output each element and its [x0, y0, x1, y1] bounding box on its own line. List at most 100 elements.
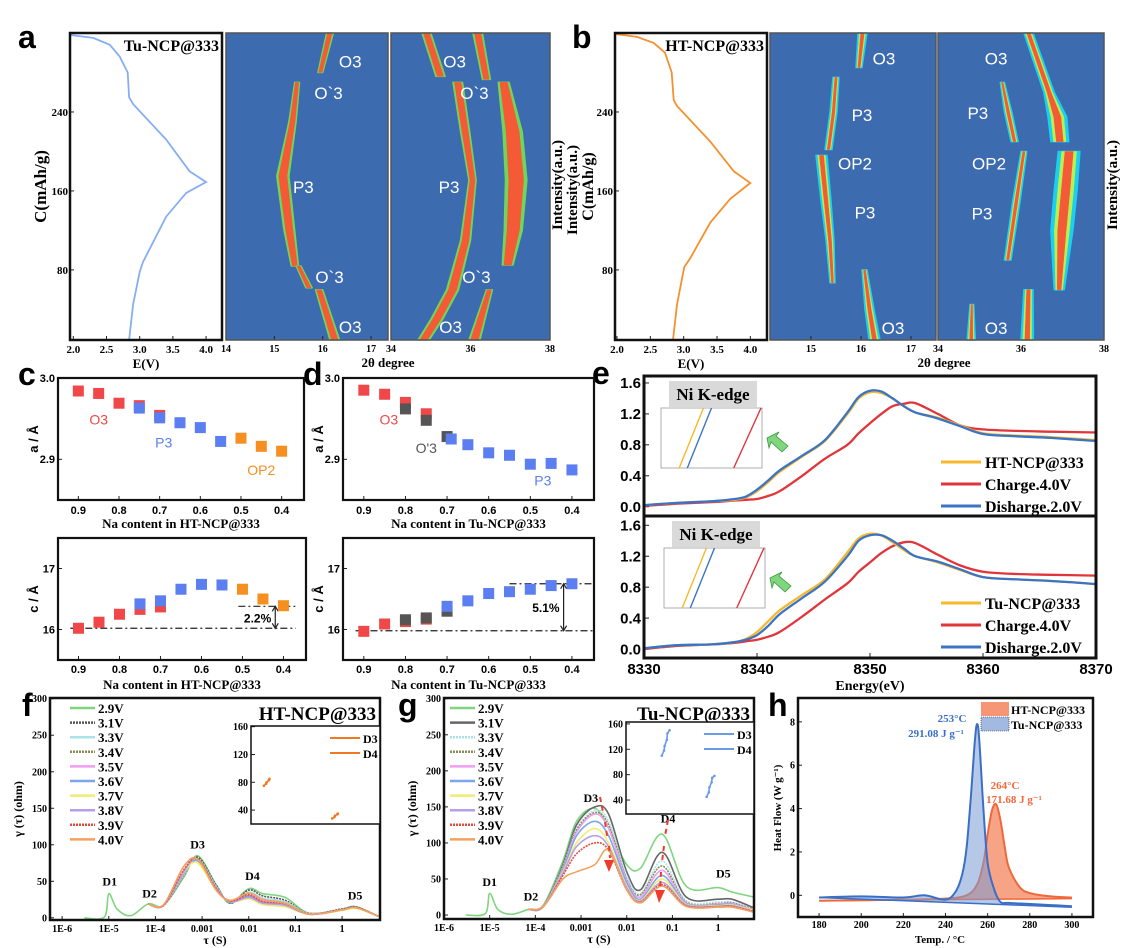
x-tick-label: 0.6	[193, 505, 208, 517]
legend-label: 3.4V	[98, 745, 124, 760]
peak-label: D1	[102, 875, 117, 889]
phase-label: O3	[379, 412, 398, 428]
drt-curve-3.1V	[528, 804, 754, 912]
dsc-area-Tu-NCP@333	[819, 724, 1072, 908]
plot-b-voltage: 2.0 2.5 3.0 3.5 4.0 80 160 240 HT-NCP@333 E(V) C(m…	[565, 31, 769, 371]
y-tick-label: 80	[238, 778, 248, 789]
phase-label: OP2	[247, 462, 275, 478]
data-point-O3	[379, 388, 391, 400]
legend-swatch	[980, 716, 1010, 732]
inset-curve	[736, 547, 765, 609]
plot-frame	[68, 31, 224, 342]
y-tick-label: 17	[43, 563, 55, 575]
data-point-P3	[545, 457, 557, 469]
x-tick-label: 1E-5	[480, 923, 500, 934]
phase-label: O`3	[314, 84, 342, 103]
inset-point	[662, 749, 666, 752]
plot-c-c: 0.9 0.8 0.7 0.6 0.5 0.4 16 17 2.2% Na content in …	[26, 536, 308, 692]
arrowhead	[604, 860, 614, 872]
x-tick-label: 200	[854, 920, 869, 931]
x-tick-label: 0.8	[398, 664, 413, 676]
x-tick-label: 15	[269, 344, 279, 355]
arrowhead	[655, 890, 665, 903]
drt-curve-2.9V	[84, 854, 379, 920]
y-tick-label: 50	[431, 874, 441, 885]
legend-label: Tu-NCP@333	[1011, 718, 1082, 732]
plot-b-xrd-2: 34 36 38 O3 P3 OP2 P3 O3 2θ degree Intensity(a.u.…	[917, 32, 1121, 370]
panel-letter-f: f	[22, 687, 33, 723]
x-tick-label: 8360	[966, 661, 999, 678]
y-axis-label: a / Å	[26, 425, 41, 453]
phase-label: O3	[985, 319, 1008, 338]
y-tick-label: 8	[790, 717, 795, 728]
inset-point	[262, 784, 266, 788]
y-axis-label: γ (τ) (ohm)	[11, 781, 25, 838]
drt-curve-4.0V	[147, 857, 379, 918]
diffraction-band	[1026, 32, 1064, 142]
data-point-OP2	[235, 432, 247, 444]
y-axis-label: Heat Flow (W g⁻¹)	[772, 764, 784, 851]
phase-label: P3	[852, 106, 873, 125]
x-tick-label: 280	[1022, 920, 1037, 931]
legend-label: 3.4V	[478, 745, 504, 760]
legend-label: HT-NCP@333	[1011, 703, 1085, 717]
plot-frame	[56, 536, 308, 662]
data-point-OP2	[255, 440, 267, 452]
x-tick-label: 2.5	[100, 344, 114, 356]
x-tick-label: 16	[318, 344, 328, 355]
trend-arrow-d4	[659, 819, 669, 891]
diffraction-band	[1001, 82, 1017, 142]
phase-label: O`3	[462, 268, 490, 287]
diffraction-band	[499, 82, 524, 266]
plot-c-a: 0.9 0.8 0.7 0.6 0.5 0.4 2.9 3.0 O3 P3 OP2 Na conten…	[26, 373, 306, 531]
x-tick-label: 8330	[627, 661, 660, 678]
data-point-P3	[462, 595, 474, 607]
data-point-OP2	[257, 593, 269, 605]
plot-a-voltage: 2.0 2.5 3.0 3.5 4.0 80 160 240 Tu-NCP@333 E(V) C(m…	[31, 31, 224, 371]
y-axis-label: a / Å	[311, 425, 326, 453]
legend-swatch	[981, 702, 1009, 716]
y-axis-label-intensity: Intensity(a.u.)	[565, 145, 581, 235]
legend-label: 4.0V	[478, 832, 504, 847]
panel-letter-e: e	[592, 355, 610, 391]
y-tick-label: 40	[238, 806, 248, 817]
data-point-P3	[216, 579, 228, 591]
x-tick-label: 1	[340, 924, 345, 935]
xanes-curve	[643, 540, 1097, 651]
y-tick-label: 50	[37, 877, 47, 888]
x-tick-label: 34	[933, 344, 943, 355]
inset-point	[705, 795, 708, 799]
drt-curve-2.9V	[465, 807, 754, 917]
peak-label: D5	[716, 867, 731, 881]
x-tick-label: 0.1	[666, 923, 679, 934]
y-tick-label: 1.2	[620, 548, 641, 565]
y-tick-label: 16	[43, 624, 55, 636]
data-point-O3	[72, 622, 84, 634]
data-point-O3	[399, 614, 411, 626]
data-point-P3	[154, 412, 166, 424]
plot-e-bottom: 8330 8340 8350 8360 8370 0.0 0.4 0.8 1.2 1.6 Tu-NC…	[620, 514, 1113, 694]
x-tick-label: 17	[366, 344, 376, 355]
plot-frame	[390, 32, 551, 341]
x-tick-label: 2.0	[66, 344, 80, 356]
y-tick-label: 0.8	[620, 579, 641, 596]
plot-h: 180 200 220 240 260 280 300 0 2 4 6 8 HT-NCP@333Tu-N…	[772, 696, 1095, 946]
x-tick-label: 3.0	[133, 344, 147, 356]
legend-label: 3.9V	[98, 818, 124, 833]
x-tick-label: 0.9	[356, 664, 371, 676]
data-point-O3	[358, 384, 370, 396]
y-tick-label: 2	[790, 847, 795, 858]
inset-background	[251, 726, 380, 824]
y-tick-label: 300	[32, 694, 47, 705]
trend-arrow-d3	[599, 796, 611, 859]
x-tick-label: 1E-4	[145, 924, 165, 935]
x-axis-label: Energy(eV)	[835, 679, 905, 694]
plot-d-a: 0.9 0.8 0.7 0.6 0.5 0.4 2.9 3.0 O3 O'3 P3 Na conten…	[311, 373, 596, 531]
x-tick-label: 38	[1099, 344, 1109, 355]
y-axis-label-intensity: Intensity(a.u.)	[550, 140, 566, 230]
xanes-curve	[643, 533, 1097, 650]
voltage-curve	[614, 33, 752, 341]
diffraction-band	[826, 77, 838, 150]
data-point-O3	[420, 612, 432, 624]
data-point-O3	[113, 397, 125, 409]
